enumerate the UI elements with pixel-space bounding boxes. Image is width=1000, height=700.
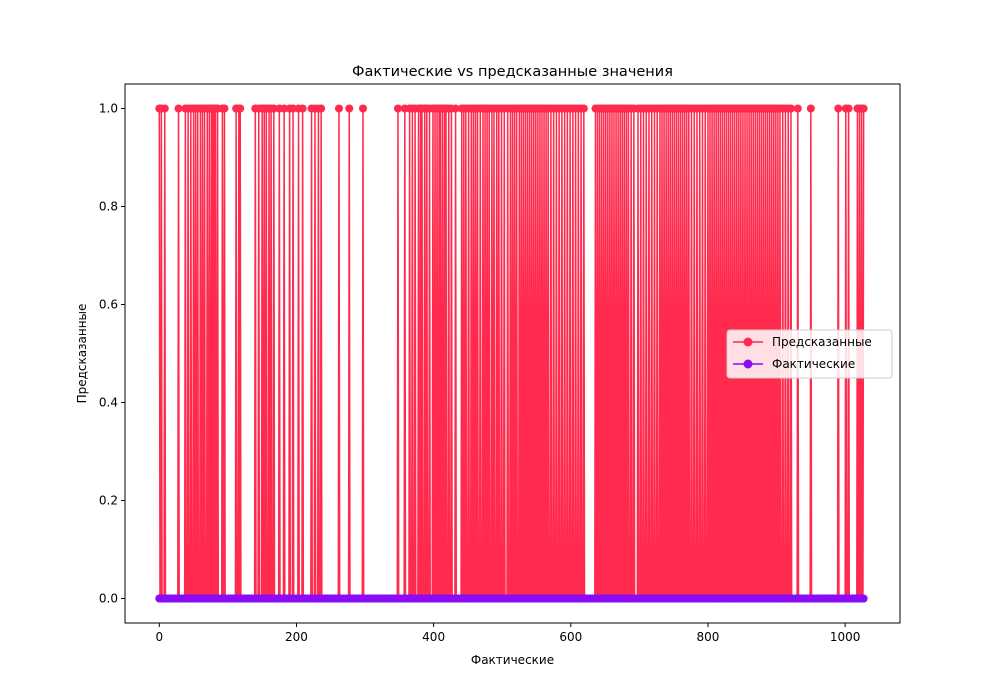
- axes-frame: [124, 83, 901, 624]
- y-tick-label: 0.2: [99, 494, 118, 508]
- predicted-point: [345, 104, 354, 113]
- predicted-point: [793, 104, 802, 113]
- x-tick-label: 400: [422, 630, 445, 644]
- x-tick-label: 600: [559, 630, 582, 644]
- x-axis-label: Фактические: [471, 653, 554, 667]
- legend-label-actual: Фактические: [772, 357, 855, 371]
- predicted-point: [298, 104, 307, 113]
- x-tick-label: 800: [697, 630, 720, 644]
- legend-marker-actual: [743, 359, 753, 369]
- x-tick-label: 0: [155, 630, 163, 644]
- y-tick-label: 0.8: [99, 200, 118, 214]
- y-tick-label: 1.0: [99, 102, 118, 116]
- predicted-point: [317, 104, 326, 113]
- predicted-point: [844, 104, 853, 113]
- legend-label-predicted: Предсказанные: [772, 335, 872, 349]
- y-axis: 0.0 0.2 0.4 0.6 0.8 1.0: [99, 102, 125, 606]
- predicted-point: [236, 104, 245, 113]
- predicted-point: [358, 104, 367, 113]
- legend-box: [726, 329, 893, 379]
- predicted-point: [859, 104, 868, 113]
- predicted-point: [289, 104, 298, 113]
- predicted-point: [806, 104, 815, 113]
- y-tick-label: 0.6: [99, 298, 118, 312]
- x-tick-label: 1000: [830, 630, 861, 644]
- plot-area: [155, 104, 868, 603]
- series-actual: [155, 594, 868, 603]
- y-axis-label: Предсказанные: [75, 304, 89, 404]
- predicted-point: [280, 104, 289, 113]
- predicted-point: [786, 104, 795, 113]
- chart-title: Фактические vs предсказанные значения: [352, 64, 673, 80]
- predicted-point: [579, 104, 588, 113]
- y-tick-label: 0.4: [99, 396, 118, 410]
- legend-marker-predicted: [743, 337, 753, 347]
- actual-point: [859, 594, 868, 603]
- predicted-point: [451, 104, 460, 113]
- predicted-point: [220, 104, 229, 113]
- y-tick-label: 0.0: [99, 592, 118, 606]
- legend: Предсказанные Фактические: [726, 329, 893, 379]
- predicted-point: [334, 104, 343, 113]
- predicted-point: [393, 104, 402, 113]
- predicted-point: [174, 104, 183, 113]
- predicted-point: [834, 104, 843, 113]
- x-axis: 0 200 400 600 800 1000: [155, 623, 860, 644]
- predicted-point: [160, 104, 169, 113]
- x-tick-label: 200: [285, 630, 308, 644]
- predicted-point: [269, 104, 278, 113]
